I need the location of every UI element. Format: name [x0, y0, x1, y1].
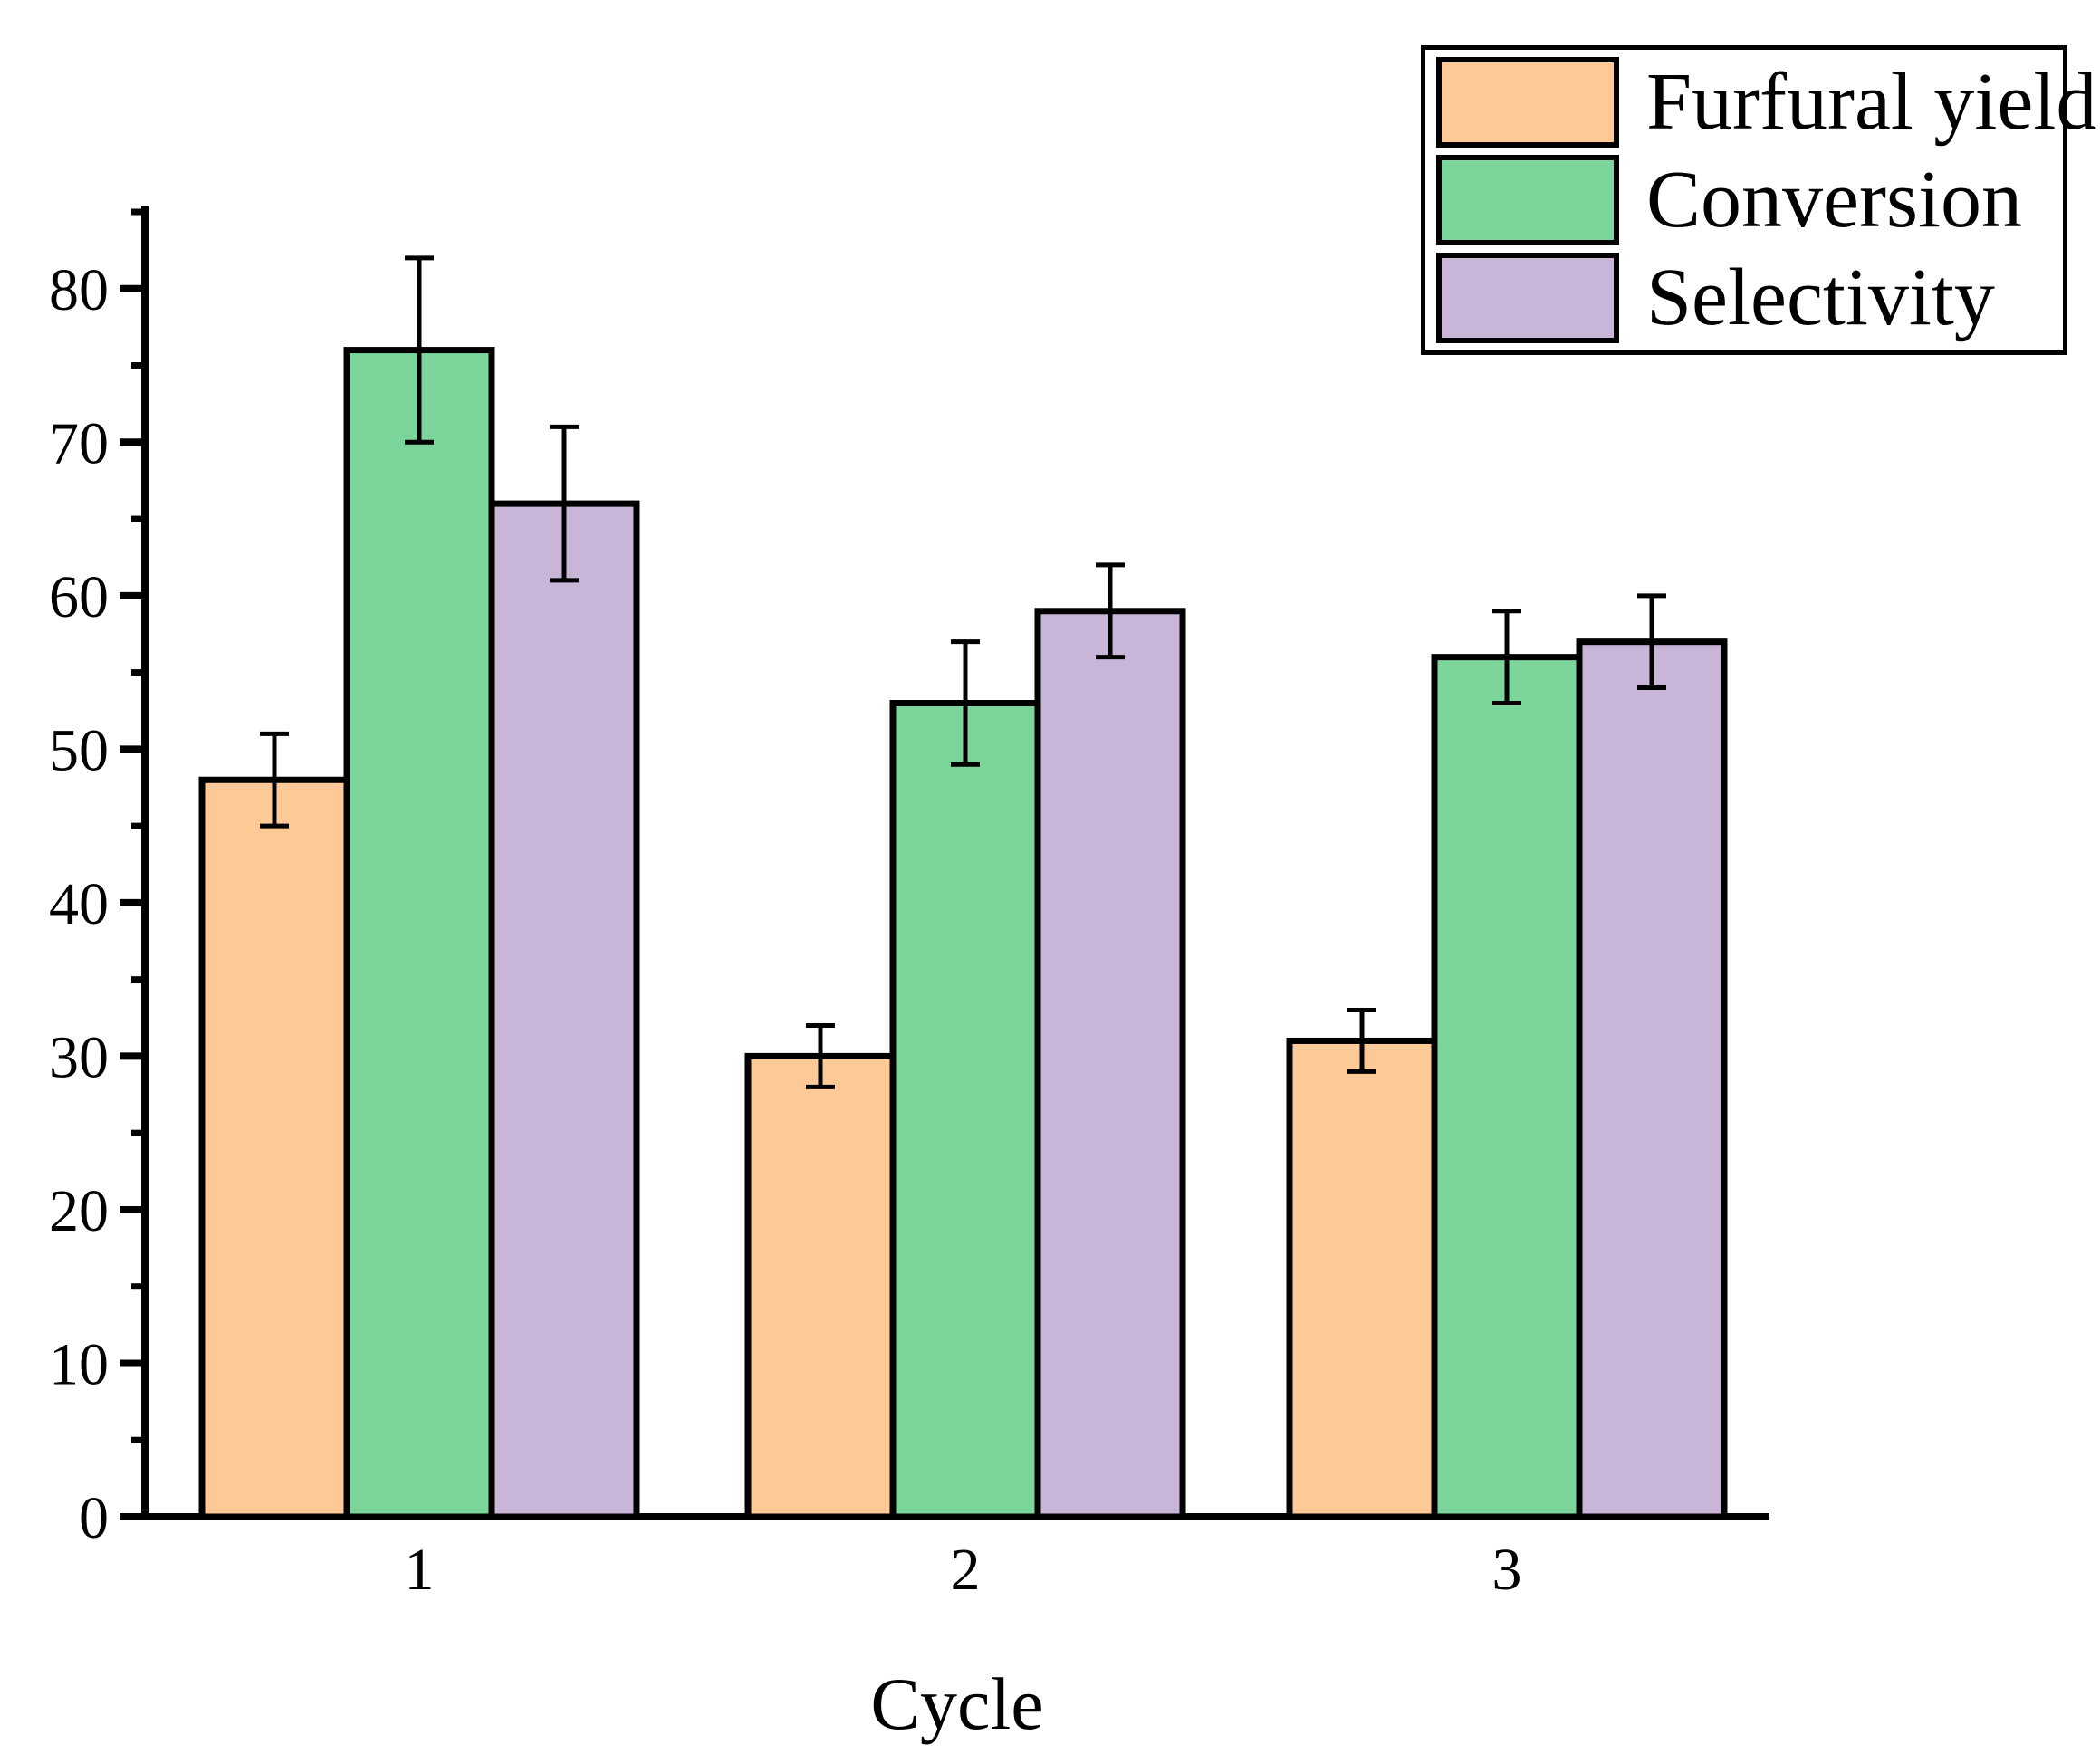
legend-label-conversion: Conversion [1646, 155, 2022, 244]
y-tick-label: 30 [49, 1024, 109, 1090]
legend-swatch-furfural-yield [1436, 57, 1619, 148]
x-tick-label: 2 [951, 1537, 981, 1603]
x-tick-label: 3 [1492, 1537, 1522, 1603]
x-tick-label: 1 [405, 1537, 435, 1603]
bar-selectivity-cycle-3 [1576, 638, 1728, 1520]
y-tick-label: 0 [79, 1485, 109, 1551]
legend-swatch-conversion [1436, 155, 1619, 245]
bar-selectivity-cycle-2 [1034, 608, 1186, 1520]
bar-conversion-cycle-3 [1431, 654, 1583, 1520]
y-tick-label: 70 [49, 410, 109, 476]
bar-selectivity-cycle-1 [488, 500, 640, 1520]
bar-conversion-cycle-1 [343, 347, 495, 1520]
legend-label-furfural-yield: Furfural yield [1646, 57, 2097, 147]
bar-conversion-cycle-2 [889, 699, 1041, 1520]
legend-label-selectivity: Selectivity [1646, 253, 1995, 342]
y-tick-label: 20 [49, 1178, 109, 1244]
legend-item-conversion: Conversion [1436, 155, 2063, 245]
y-tick-label: 10 [49, 1331, 109, 1397]
x-axis-title: Cycle [870, 1663, 1044, 1745]
legend: Furfural yield Conversion Selectivity [1421, 45, 2096, 355]
y-tick-label: 40 [49, 871, 109, 937]
legend-item-selectivity: Selectivity [1436, 253, 2063, 343]
bar-furfural-yield-cycle-1 [198, 776, 350, 1520]
legend-item-furfural-yield: Furfural yield [1436, 57, 2096, 148]
bar-furfural-yield-cycle-2 [744, 1052, 897, 1520]
bar-furfural-yield-cycle-3 [1286, 1037, 1438, 1520]
y-tick-label: 60 [49, 564, 109, 630]
y-tick-label: 50 [49, 717, 109, 783]
legend-swatch-selectivity [1436, 253, 1619, 343]
y-tick-label: 80 [49, 257, 109, 323]
